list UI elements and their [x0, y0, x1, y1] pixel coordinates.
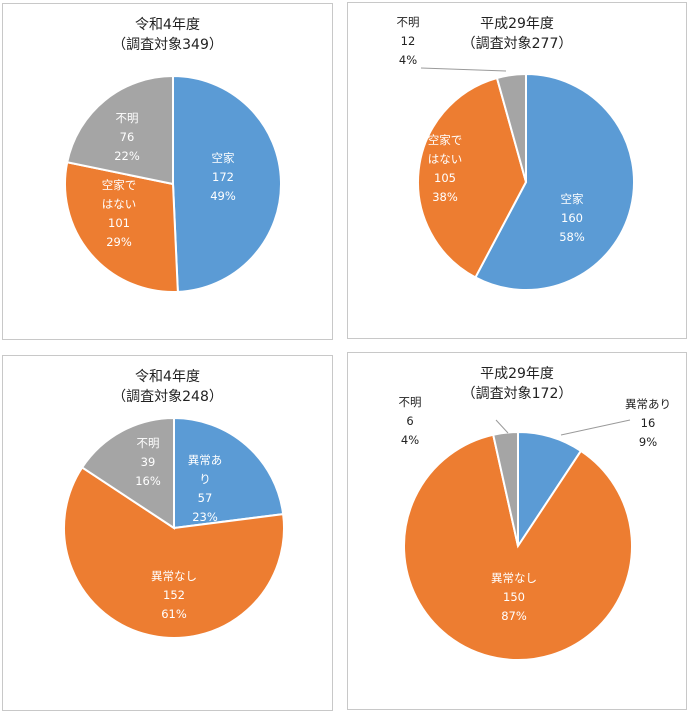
data-label: 不明 39 16%	[135, 436, 161, 488]
chart-subtitle: （調査対象277）	[461, 36, 573, 52]
chart-panel-h29-vacancy: 平成29年度 （調査対象277） 空家 160 58% 空家ではない 105 38% 不明 1…	[347, 2, 687, 339]
pie-slice-2	[492, 430, 519, 547]
pie-slice-2	[80, 416, 175, 530]
slice-label-percent: 4%	[401, 433, 419, 447]
slice-label-value: 16	[641, 416, 656, 430]
slice-label-value: 57	[198, 491, 213, 505]
data-label: 異常あり 16 9%	[625, 397, 671, 449]
slice-label-value: 12	[401, 34, 416, 48]
data-label: 不明 6 4%	[399, 395, 422, 447]
chart-title: 平成29年度	[480, 16, 554, 32]
slice-label-percent: 58%	[559, 230, 585, 244]
slice-label-percent: 16%	[135, 474, 161, 488]
slice-label-name: 異常あり	[625, 397, 671, 411]
data-label: 異常なし 152 61%	[151, 569, 197, 621]
slice-label-name: 空家で	[428, 133, 463, 147]
slice-label-percent: 61%	[161, 607, 187, 621]
slice-label-percent: 4%	[399, 53, 417, 67]
chart-title-block: 平成29年度 （調査対象277）	[348, 14, 686, 54]
slice-label-name: 不明	[397, 15, 420, 29]
chart-title: 令和4年度	[135, 369, 200, 385]
pie-chart-r4-abnormality: 異常あり 57 23% 異常なし 152 61% 不明 39 16%	[63, 416, 285, 639]
chart-subtitle: （調査対象172）	[461, 386, 573, 402]
slice-label-percent: 9%	[639, 435, 657, 449]
chart-panel-r4-vacancy: 令和4年度 （調査対象349） 空家 172 49% 空家ではない 101 29% 不明 76…	[2, 3, 333, 340]
pie-slice-1	[64, 161, 179, 293]
pie-slice-2	[495, 72, 527, 183]
slice-label-name: 異常なし	[151, 569, 197, 583]
slice-label-value: 39	[141, 455, 156, 469]
slice-label-value: 150	[503, 590, 525, 604]
slice-label-percent: 49%	[210, 189, 236, 203]
slice-label-value: 6	[406, 414, 413, 428]
slice-label-name: 空家で	[102, 178, 137, 192]
pie-slice-2	[66, 74, 174, 186]
pie-slice-1	[417, 76, 528, 279]
data-label: 異常なし 150 87%	[491, 571, 537, 623]
slice-label-name: 異常あ	[188, 453, 223, 467]
slice-label-value: 76	[120, 130, 135, 144]
slice-label-percent: 23%	[192, 510, 218, 524]
data-label: 空家 160 58%	[559, 192, 585, 244]
leader-line	[420, 67, 507, 72]
slice-label-name: 不明	[137, 436, 160, 450]
chart-title-block: 平成29年度 （調査対象172）	[348, 364, 686, 404]
chart-panel-h29-abnormality: 平成29年度 （調査対象172） 異常あり 16 9% 異常なし 150 87% 不明 6 4%	[347, 352, 687, 710]
slice-label-percent: 22%	[114, 149, 140, 163]
slice-label-name: り	[199, 472, 211, 486]
chart-title-block: 令和4年度 （調査対象248）	[3, 367, 332, 407]
data-label: 不明 76 22%	[114, 111, 140, 163]
chart-title-block: 令和4年度 （調査対象349）	[3, 15, 332, 55]
pie-slice-1	[403, 433, 633, 661]
pie-chart-h29-abnormality: 異常あり 16 9% 異常なし 150 87% 不明 6 4%	[399, 395, 671, 661]
chart-panel-r4-abnormality: 令和4年度 （調査対象248） 異常あり 57 23% 異常なし 152 61% 不明 39 1…	[2, 355, 333, 711]
pie-slice-0	[172, 74, 282, 293]
slice-label-name: 不明	[399, 395, 422, 409]
chart-title: 平成29年度	[480, 366, 554, 382]
chart-title: 令和4年度	[135, 17, 200, 33]
pie-slice-0	[474, 72, 635, 291]
slice-label-name: 異常なし	[491, 571, 537, 585]
slice-label-percent: 87%	[501, 609, 527, 623]
slice-label-value: 152	[163, 588, 185, 602]
slice-label-name: はない	[102, 197, 137, 211]
leader-line	[560, 419, 631, 436]
leader-line	[495, 419, 509, 434]
slice-label-value: 105	[434, 171, 456, 185]
data-label: 異常あり 57 23%	[188, 453, 223, 524]
slice-label-percent: 38%	[432, 190, 458, 204]
data-label: 不明 12 4%	[397, 15, 420, 67]
pie-slice-0	[173, 416, 285, 530]
chart-subtitle: （調査対象248）	[112, 389, 223, 405]
slice-label-name: 空家	[561, 192, 584, 206]
slice-label-name: 不明	[116, 111, 139, 125]
slice-label-name: はない	[428, 152, 463, 166]
chart-subtitle: （調査対象349）	[112, 37, 223, 53]
data-label: 空家 172 49%	[210, 151, 236, 203]
slice-label-value: 160	[561, 211, 583, 225]
slice-label-value: 101	[108, 216, 130, 230]
slice-label-name: 空家	[212, 151, 235, 165]
pie-slice-1	[63, 466, 285, 639]
slice-label-percent: 29%	[106, 235, 132, 249]
slice-label-value: 172	[212, 170, 234, 184]
